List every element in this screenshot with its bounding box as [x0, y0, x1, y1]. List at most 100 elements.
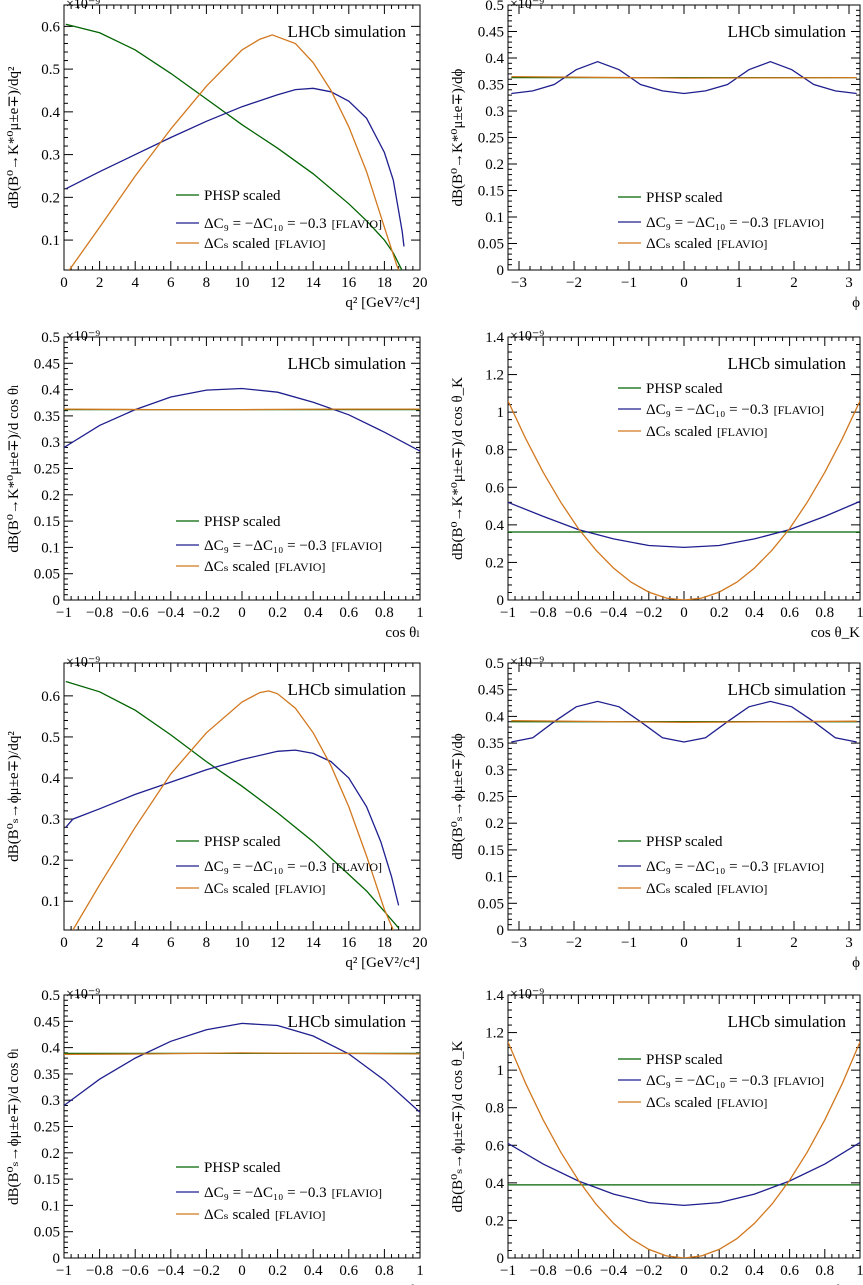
y-axis-title: dB(B⁰→K*⁰μ±e∓)/d cos θ_K	[450, 377, 466, 560]
y-tick-label: 0.2	[41, 190, 60, 206]
x-tick-label: 1	[416, 605, 424, 621]
x-tick-label: −3	[511, 935, 527, 951]
x-tick-label: −1	[621, 275, 637, 291]
x-tick-label: −2	[566, 935, 582, 951]
x-tick-label: 12	[270, 935, 285, 951]
x-tick-label: 2	[96, 935, 104, 951]
y-tick-label: 0.6	[485, 1138, 504, 1154]
x-tick-label: 18	[377, 275, 392, 291]
x-tick-label: 0	[238, 605, 246, 621]
y-tick-label: 0.2	[41, 853, 60, 869]
y-exponent-label: ×10⁻⁹	[510, 987, 544, 1002]
x-tick-label: 1	[416, 1263, 424, 1279]
y-tick-label: 0	[53, 593, 61, 609]
x-tick-label: 8	[203, 935, 211, 951]
y-tick-label: 1	[497, 1063, 505, 1079]
x-tick-label: 10	[235, 275, 250, 291]
y-tick-label: 0.25	[34, 1120, 60, 1136]
plot-frame	[507, 336, 861, 601]
y-tick-label: 0.15	[478, 184, 504, 200]
x-tick-label: 0.8	[815, 605, 834, 621]
y-tick-label: 0.5	[485, 0, 504, 14]
legend-entry: ΔC₉ = −ΔC₁₀ = −0.3 [FLAVIO]	[646, 859, 824, 875]
x-axis-title: cos θ_K	[811, 625, 860, 641]
x-tick-label: 0.6	[780, 1263, 799, 1279]
y-tick-label: 1	[497, 405, 505, 421]
x-tick-label: 0	[680, 1263, 688, 1279]
y-tick-label: 0.05	[34, 567, 60, 583]
x-tick-label: 10	[235, 935, 250, 951]
y-tick-label: 0.15	[478, 843, 504, 859]
series-line-2	[508, 500, 860, 549]
y-tick-label: 0.5	[41, 730, 60, 746]
lhcb-label: LHCb simulation	[287, 354, 406, 373]
y-tick-label: 0.3	[41, 435, 60, 451]
x-tick-label: 8	[203, 275, 211, 291]
x-tick-label: −0.8	[530, 605, 557, 621]
panel-2: −3 −2 −1 0 1 2 3 0 0.05 0.1 0.15 0.2 0.25 0.3 0.35 0.4 0…	[450, 0, 861, 311]
x-tick-label: 3	[845, 275, 853, 291]
x-tick-label: 18	[377, 935, 392, 951]
legend-entry: ΔCₛ scaled [FLAVIO]	[204, 1207, 325, 1223]
y-exponent-label: ×10⁻⁹	[66, 987, 100, 1002]
y-tick-label: 0.15	[34, 1172, 60, 1188]
legend-entry: ΔCₛ scaled [FLAVIO]	[646, 881, 767, 897]
x-tick-label: 0.2	[710, 1263, 729, 1279]
y-tick-label: 0.35	[34, 1067, 60, 1083]
panel-6: −3 −2 −1 0 1 2 3 0 0.05 0.1 0.15 0.2 0.25 0.3 0.35 0.4 0…	[450, 655, 861, 971]
x-tick-label: −0.4	[157, 605, 185, 621]
legend-entry: ΔCₛ scaled [FLAVIO]	[646, 424, 767, 440]
panel-3: −1 −0.8 −0.6 −0.4 −0.2 0 0.2 0.4 0.6 0.8 1 0 0.05 0.1…	[6, 329, 424, 641]
x-tick-label: −1	[621, 935, 637, 951]
y-tick-label: 1.2	[485, 368, 504, 384]
legend-entry: ΔCₛ scaled [FLAVIO]	[204, 236, 325, 252]
legend-entry: ΔCₛ scaled [FLAVIO]	[646, 1095, 767, 1111]
x-tick-label: 0.4	[304, 605, 323, 621]
legend-entry: ΔC₉ = −ΔC₁₀ = −0.3 [FLAVIO]	[204, 859, 382, 875]
series-line-2	[65, 87, 405, 247]
legend-entry: ΔC₉ = −ΔC₁₀ = −0.3 [FLAVIO]	[204, 216, 382, 232]
legend-entry: ΔC₉ = −ΔC₁₀ = −0.3 [FLAVIO]	[204, 538, 382, 554]
x-tick-label: 0	[60, 935, 68, 951]
x-axis-title: cos θ_K	[811, 1283, 860, 1285]
y-exponent-label: ×10⁻⁹	[510, 329, 544, 344]
x-tick-label: −0.2	[193, 1263, 220, 1279]
x-tick-label: −0.2	[635, 605, 662, 621]
legend-entry: PHSP scaled	[204, 514, 281, 530]
series-line-2	[64, 1022, 420, 1113]
y-axis-title: dB(B⁰→K*⁰μ±e∓)/dq²	[6, 66, 22, 209]
x-tick-label: 2	[790, 275, 798, 291]
x-tick-label: 2	[96, 275, 104, 291]
y-tick-label: 0.35	[478, 736, 504, 752]
y-tick-label: 0.1	[41, 540, 60, 556]
y-exponent-label: ×10⁻⁹	[66, 0, 100, 12]
y-tick-label: 0.6	[41, 689, 60, 705]
y-tick-label: 0.15	[34, 514, 60, 530]
y-tick-label: 0	[497, 1251, 505, 1267]
x-tick-label: 0	[60, 275, 68, 291]
y-tick-label: 0	[497, 263, 505, 279]
x-tick-label: −1	[500, 1263, 516, 1279]
x-tick-label: 0.2	[710, 605, 729, 621]
x-tick-label: 12	[270, 275, 285, 291]
x-tick-label: −0.6	[565, 1263, 593, 1279]
x-tick-label: 0	[680, 935, 688, 951]
series-line-3	[511, 75, 857, 79]
series-line-1	[65, 23, 403, 270]
y-tick-label: 0.25	[478, 131, 504, 147]
y-tick-label: 0.3	[41, 148, 60, 164]
y-axis-title: dB(B⁰→K*⁰μ±e∓)/d cos θₗ	[6, 384, 22, 552]
lhcb-label: LHCb simulation	[727, 680, 846, 699]
x-tick-label: 0.6	[339, 605, 358, 621]
legend-entry: PHSP scaled	[646, 381, 723, 397]
series-line-2	[511, 61, 857, 95]
x-tick-label: −0.2	[635, 1263, 662, 1279]
y-tick-label: 0.6	[41, 19, 60, 35]
legend-entry: PHSP scaled	[204, 834, 281, 850]
y-tick-label: 0.4	[485, 709, 504, 725]
x-tick-label: 0.6	[339, 1263, 358, 1279]
y-tick-label: 0.4	[41, 1041, 60, 1057]
legend-entry: ΔCₛ scaled [FLAVIO]	[646, 236, 767, 252]
y-exponent-label: ×10⁻⁹	[66, 329, 100, 344]
x-tick-label: −0.8	[530, 1263, 557, 1279]
